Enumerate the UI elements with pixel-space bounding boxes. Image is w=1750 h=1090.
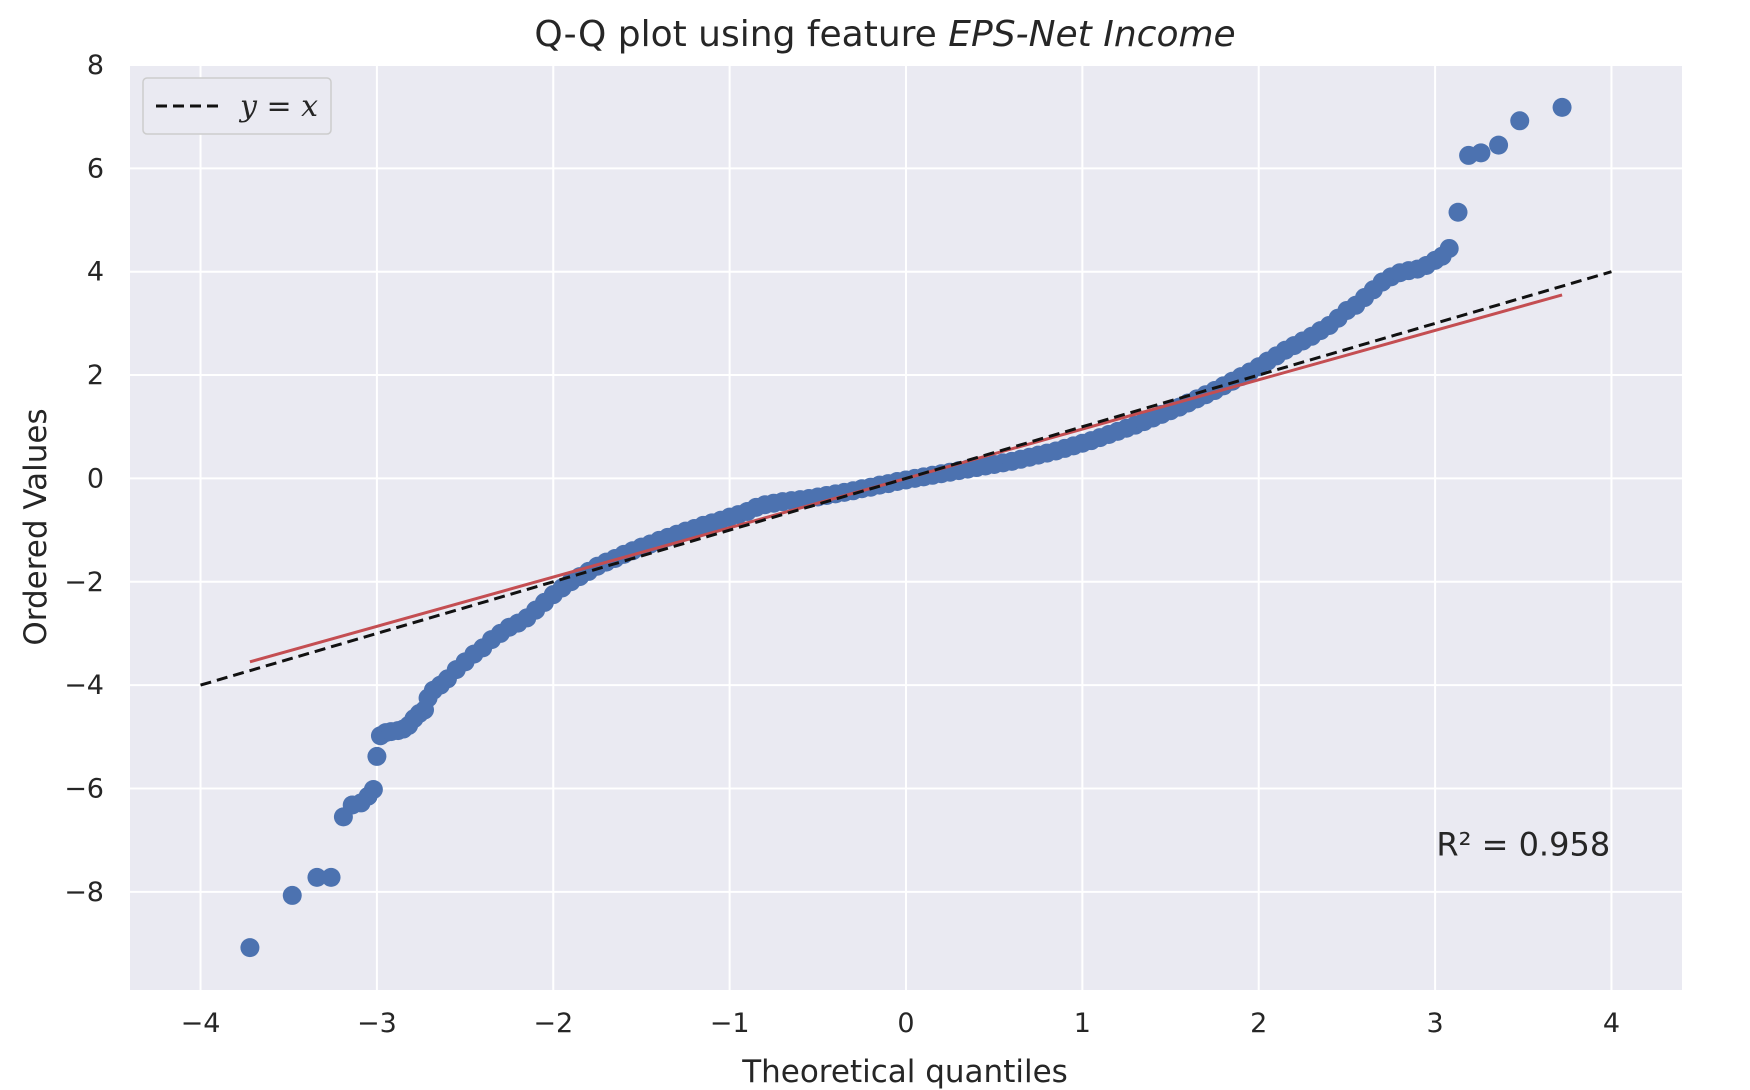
data-point	[367, 746, 387, 766]
y-tick-label: 8	[87, 50, 104, 81]
x-tick-label: 2	[1250, 1008, 1267, 1039]
y-tick-label: −6	[64, 773, 104, 804]
x-axis-title: Theoretical quantiles	[741, 1054, 1068, 1090]
r-squared-annotation: R² = 0.958	[1436, 826, 1610, 864]
x-tick-label: 3	[1426, 1008, 1443, 1039]
data-point	[307, 867, 327, 887]
data-point	[1471, 143, 1491, 163]
data-point	[1510, 111, 1530, 131]
legend-box	[142, 77, 332, 135]
y-tick-label: −8	[64, 877, 104, 908]
legend: y = x	[142, 77, 332, 135]
y-axis-title: Ordered Values	[18, 408, 54, 645]
y-tick-label: 6	[87, 153, 104, 184]
x-tick-label: −4	[181, 1008, 221, 1039]
y-tick-labels: −8 −6 −4 −2 0 2 4 6 8	[64, 50, 104, 908]
data-point	[363, 779, 383, 799]
legend-label: y = x	[238, 89, 318, 124]
identity-line	[200, 270, 1612, 687]
data-point	[1552, 97, 1572, 117]
y-tick-label: 0	[87, 463, 104, 494]
data-point	[282, 885, 302, 905]
x-tick-label: 1	[1074, 1008, 1091, 1039]
data-point	[1448, 202, 1468, 222]
chart-title-feature: EPS-Net Income	[948, 14, 1235, 55]
x-tick-label: 4	[1603, 1008, 1620, 1039]
data-point	[1439, 238, 1459, 258]
x-tick-labels: −4 −3 −2 −1 0 1 2 3 4	[181, 1008, 1620, 1039]
data-point	[240, 938, 260, 958]
y-tick-label: −2	[64, 567, 104, 598]
data-point	[1489, 135, 1509, 155]
chart-title-prefix: Q-Q plot using feature	[534, 14, 948, 55]
x-tick-label: −3	[357, 1008, 397, 1039]
chart-title: Q-Q plot using feature EPS-Net Income	[534, 14, 1235, 55]
x-tick-label: 0	[897, 1008, 914, 1039]
y-tick-label: 2	[87, 360, 104, 391]
data-point	[321, 867, 341, 887]
y-tick-label: 4	[87, 257, 104, 288]
y-tick-label: −4	[64, 670, 104, 701]
x-tick-label: −2	[533, 1008, 573, 1039]
x-tick-label: −1	[710, 1008, 750, 1039]
